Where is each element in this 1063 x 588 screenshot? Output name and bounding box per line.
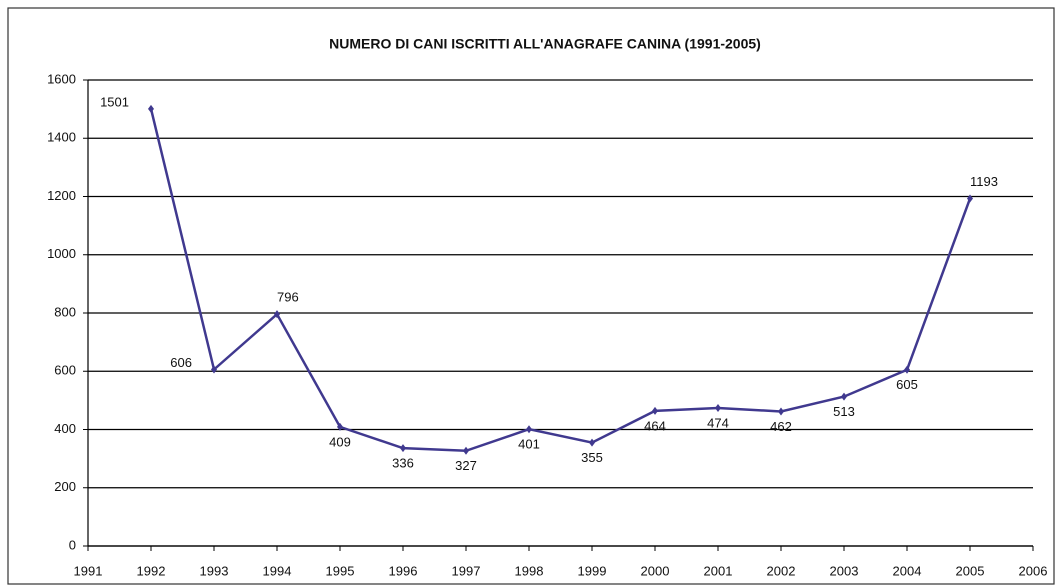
data-label: 513	[833, 404, 855, 419]
data-label: 336	[392, 456, 414, 471]
data-point	[841, 392, 847, 401]
x-tick-label: 1995	[326, 563, 355, 578]
data-point	[274, 310, 280, 319]
x-tick-label: 1993	[200, 563, 229, 578]
x-tick-label: 2001	[704, 563, 733, 578]
y-tick-label: 1200	[47, 188, 76, 203]
y-tick-label: 1400	[47, 130, 76, 145]
x-tick-label: 1994	[263, 563, 292, 578]
x-tick-label: 2002	[767, 563, 796, 578]
data-label: 606	[170, 355, 192, 370]
x-tick-label: 2006	[1019, 563, 1048, 578]
x-tick-label: 1998	[515, 563, 544, 578]
data-point	[589, 438, 595, 447]
x-tick-label: 1991	[74, 563, 103, 578]
x-tick-label: 2003	[830, 563, 859, 578]
data-label: 605	[896, 377, 918, 392]
data-point	[967, 194, 973, 203]
data-label: 796	[277, 290, 299, 305]
x-tick-label: 1999	[578, 563, 607, 578]
data-point	[715, 403, 721, 412]
y-tick-label: 1000	[47, 246, 76, 261]
data-point	[652, 406, 658, 415]
data-point	[904, 365, 910, 374]
chart-title: NUMERO DI CANI ISCRITTI ALL'ANAGRAFE CAN…	[329, 36, 761, 52]
x-tick-label: 2004	[893, 563, 922, 578]
data-label: 401	[518, 437, 540, 452]
x-tick-label: 2005	[956, 563, 985, 578]
y-tick-label: 600	[54, 363, 76, 378]
data-point	[463, 446, 469, 455]
data-label: 474	[707, 415, 729, 430]
data-point	[148, 104, 154, 113]
y-tick-label: 200	[54, 479, 76, 494]
data-point	[526, 425, 532, 434]
data-point	[400, 444, 406, 453]
data-line	[149, 108, 972, 453]
data-label: 327	[455, 458, 477, 473]
data-point	[337, 422, 343, 431]
data-point	[778, 407, 784, 416]
data-label: 1501	[100, 94, 129, 109]
y-tick-label: 400	[54, 421, 76, 436]
data-label: 355	[581, 450, 603, 465]
y-tick-label: 0	[69, 537, 76, 552]
data-point	[211, 365, 217, 374]
data-label: 409	[329, 434, 351, 449]
x-tick-label: 1992	[137, 563, 166, 578]
x-tick-label: 2000	[641, 563, 670, 578]
data-label: 464	[644, 418, 666, 433]
x-tick-label: 1997	[452, 563, 481, 578]
data-label: 1193	[970, 174, 998, 189]
y-tick-label: 1600	[47, 71, 76, 86]
data-label: 462	[770, 419, 792, 434]
chart-frame	[7, 7, 1055, 585]
y-tick-label: 800	[54, 304, 76, 319]
x-tick-label: 1996	[389, 563, 418, 578]
